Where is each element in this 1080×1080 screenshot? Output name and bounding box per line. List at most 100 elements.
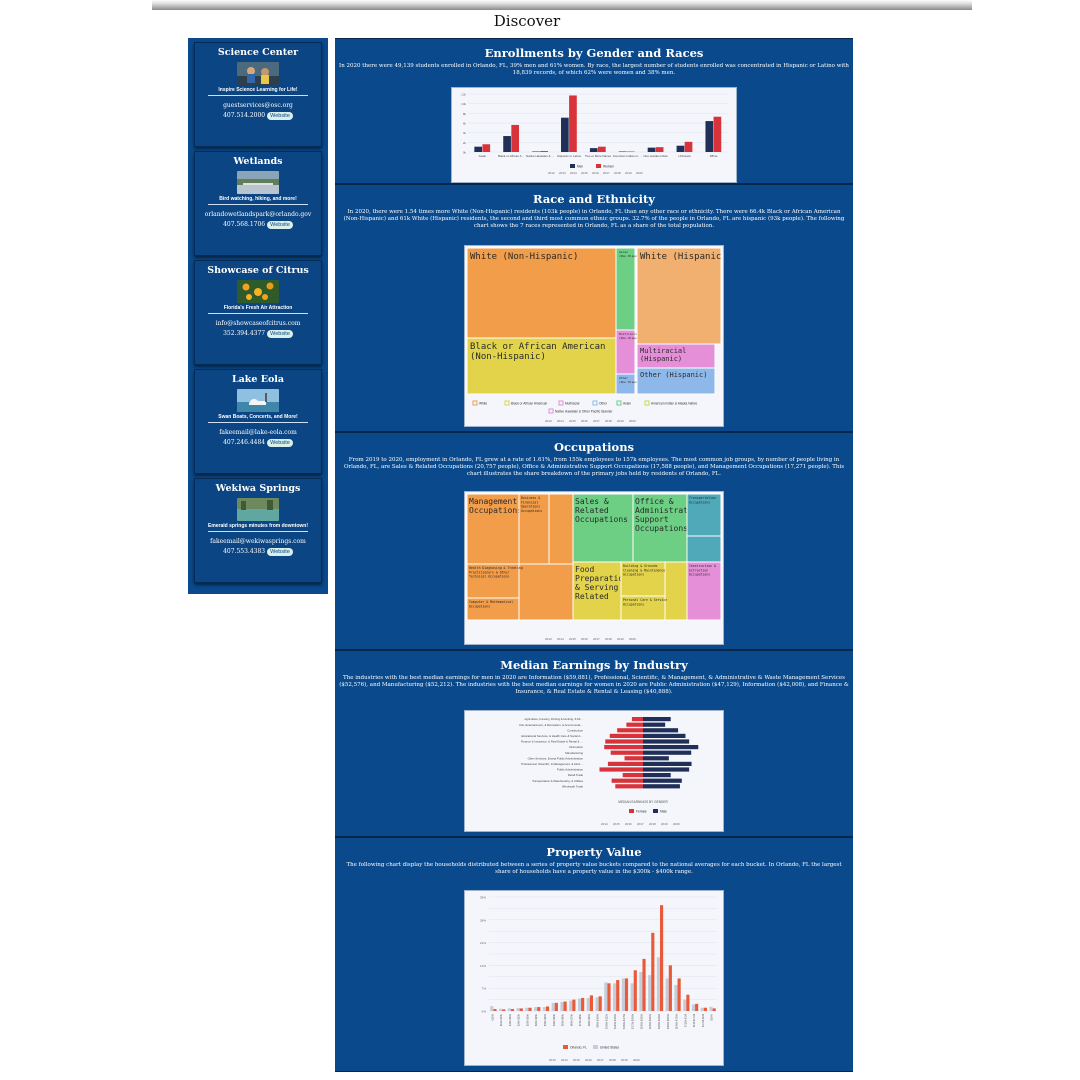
legend-label: Asian xyxy=(623,402,631,406)
treemap-label: Food xyxy=(575,565,594,574)
year-tick: 2016 xyxy=(585,1058,592,1062)
category-label: Finance & Insurance, & Real Estate & Ren… xyxy=(521,740,583,744)
website-button[interactable]: Website xyxy=(267,221,293,229)
category-label: $175k-$200k xyxy=(631,1013,635,1029)
card-title: Lake Eola xyxy=(231,374,285,385)
bar-orlando xyxy=(528,1007,532,1011)
category-label: American Indian or… xyxy=(613,154,641,158)
bar-men xyxy=(561,117,569,152)
bar-male xyxy=(643,784,680,789)
bar-orlando xyxy=(668,965,672,1011)
website-button[interactable]: Website xyxy=(267,330,293,338)
treemap-label: Preparation xyxy=(575,574,628,583)
category-label: Professional, Scientific, & Management, … xyxy=(521,762,583,766)
treemap-cell xyxy=(615,373,636,395)
treemap-label: (Non-Hispanic) xyxy=(619,380,644,384)
section-property-value: Property Value The following chart displ… xyxy=(335,837,853,1072)
year-tick: 2020 xyxy=(629,419,636,423)
treemap-label: Related xyxy=(575,592,609,601)
treemap-cell xyxy=(686,493,722,537)
website-button[interactable]: Website xyxy=(267,112,293,120)
card-phone: 407.514.2000 Website xyxy=(195,112,321,120)
treemap-label: Other xyxy=(619,376,628,380)
bar-united-states xyxy=(490,1006,494,1011)
treemap-label: White (Non-Hispanic) xyxy=(470,252,578,262)
treemap-label: Occupations xyxy=(575,515,628,524)
year-tick: 2016 xyxy=(625,822,632,826)
bar-female xyxy=(611,778,643,783)
bar-male xyxy=(643,739,690,744)
bar-male xyxy=(643,717,671,722)
card-tagline: Florida's Fresh Air Attraction xyxy=(208,305,308,314)
category-label: $30k-$35k xyxy=(534,1013,538,1026)
year-tick: 2015 xyxy=(581,171,588,175)
year-tick: 2015 xyxy=(569,419,576,423)
treemap-cell xyxy=(466,337,617,395)
bar-orlando xyxy=(616,980,620,1011)
bar-united-states xyxy=(595,997,599,1011)
attraction-card-science-center: Science Center Inspire Science Learning … xyxy=(194,42,322,147)
legend-label: Women xyxy=(603,165,614,169)
bar-female xyxy=(617,728,643,733)
bar-male xyxy=(643,761,692,766)
website-button[interactable]: Website xyxy=(267,439,293,447)
bar-women xyxy=(713,116,722,152)
year-tick: 2017 xyxy=(593,637,600,641)
treemap-label: Cleaning & Maintenance xyxy=(623,568,665,572)
bar-united-states xyxy=(612,983,617,1011)
section-title: Enrollments by Gender and Races xyxy=(484,46,704,60)
bar-women xyxy=(511,124,520,152)
bar-orlando xyxy=(686,994,690,1011)
bar-male xyxy=(643,773,671,778)
top-shadow-bar xyxy=(152,0,972,10)
legend-label: Native Hawaiian & Other Pacific Islander xyxy=(555,410,613,414)
bar-male xyxy=(643,722,666,727)
bar-united-states xyxy=(709,1006,713,1011)
legend-swatch xyxy=(504,400,510,406)
tick-label: 6k xyxy=(463,122,467,126)
bar-orlando xyxy=(642,958,646,1011)
tick-label: 4k xyxy=(463,131,467,135)
bar-women xyxy=(598,146,606,152)
year-tick: 2015 xyxy=(613,822,620,826)
treemap-label: Multiracial xyxy=(619,332,639,336)
card-title: Showcase of Citrus xyxy=(207,265,309,276)
bar-united-states xyxy=(621,978,625,1011)
bar-united-states xyxy=(639,971,643,1011)
treemap-cell xyxy=(466,247,617,339)
year-tick: 2019 xyxy=(661,822,668,826)
category-label: Retail Trade xyxy=(568,773,584,777)
bar-female xyxy=(605,739,643,744)
page-title: Discover xyxy=(493,12,561,30)
bar-female xyxy=(604,745,643,750)
card-phone: 407.246.4484 Website xyxy=(195,439,321,447)
treemap-cell xyxy=(686,561,722,621)
bar-united-states xyxy=(656,957,660,1011)
legend-swatch xyxy=(563,1045,568,1049)
bar-united-states xyxy=(648,975,652,1011)
category-label: Black or African A… xyxy=(498,154,525,158)
year-tick: 2020 xyxy=(633,1058,640,1062)
card-title: Wetlands xyxy=(233,156,283,167)
bar-female xyxy=(624,756,643,761)
treemap-label: Multiracial xyxy=(640,347,686,355)
year-tick: 2018 xyxy=(605,637,612,641)
category-label: $25k-$30k xyxy=(525,1013,529,1026)
legend-swatch xyxy=(596,164,601,168)
card-tagline: Inspire Science Learning for Life! xyxy=(208,87,308,96)
bar-men xyxy=(705,121,714,152)
treemap-cell xyxy=(620,561,666,597)
section-enrollments: Enrollments by Gender and Races In 2020 … xyxy=(335,38,853,184)
section-description: The following chart display the househol… xyxy=(346,862,842,875)
bar-united-states xyxy=(577,998,582,1011)
tick-label: 0k xyxy=(463,151,467,155)
legend-swatch xyxy=(558,400,564,406)
tick-label: 12k xyxy=(461,93,466,97)
website-button[interactable]: Website xyxy=(267,548,293,556)
bar-male xyxy=(643,750,692,755)
occupations-chart: Management Occupations Business & Financial… xyxy=(464,491,724,645)
main-content: Enrollments by Gender and Races In 2020 … xyxy=(335,38,853,1072)
card-email: orlandowetlandspark@orlando.gov xyxy=(204,211,312,218)
year-tick: 2013 xyxy=(549,1058,556,1062)
card-tagline: Bird watching, hiking, and more! xyxy=(208,196,308,205)
